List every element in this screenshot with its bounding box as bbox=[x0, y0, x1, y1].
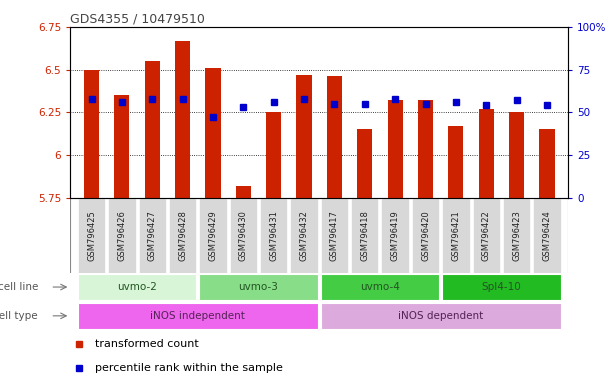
Bar bbox=[290, 198, 318, 273]
Bar bbox=[351, 198, 378, 273]
Bar bbox=[448, 126, 464, 198]
Text: GSM796421: GSM796421 bbox=[452, 210, 460, 261]
Bar bbox=[381, 198, 409, 273]
Bar bbox=[442, 274, 561, 300]
Bar bbox=[199, 274, 318, 300]
Text: GSM796417: GSM796417 bbox=[330, 210, 339, 261]
Bar bbox=[321, 274, 439, 300]
Text: GSM796422: GSM796422 bbox=[481, 210, 491, 261]
Text: iNOS independent: iNOS independent bbox=[150, 311, 245, 321]
Bar bbox=[266, 112, 281, 198]
Text: Spl4-10: Spl4-10 bbox=[481, 282, 521, 292]
Bar bbox=[78, 198, 105, 273]
Bar bbox=[78, 274, 196, 300]
Text: GSM796418: GSM796418 bbox=[360, 210, 369, 261]
Bar bbox=[230, 198, 257, 273]
Bar bbox=[260, 198, 287, 273]
Bar bbox=[418, 100, 433, 198]
Bar bbox=[78, 303, 318, 329]
Bar bbox=[114, 95, 130, 198]
Text: GSM796428: GSM796428 bbox=[178, 210, 187, 261]
Text: GSM796432: GSM796432 bbox=[299, 210, 309, 261]
Text: uvmo-3: uvmo-3 bbox=[238, 282, 279, 292]
Text: uvmo-2: uvmo-2 bbox=[117, 282, 157, 292]
Text: percentile rank within the sample: percentile rank within the sample bbox=[95, 363, 282, 373]
Bar bbox=[327, 76, 342, 198]
Text: GSM796425: GSM796425 bbox=[87, 210, 96, 261]
Bar bbox=[533, 198, 561, 273]
Bar bbox=[199, 198, 227, 273]
Text: GSM796427: GSM796427 bbox=[148, 210, 157, 261]
Text: GSM796429: GSM796429 bbox=[208, 210, 218, 261]
Bar bbox=[442, 198, 469, 273]
Text: GSM796424: GSM796424 bbox=[543, 210, 552, 261]
Text: GSM796430: GSM796430 bbox=[239, 210, 248, 261]
Bar bbox=[321, 198, 348, 273]
Bar bbox=[205, 68, 221, 198]
Bar bbox=[139, 198, 166, 273]
Text: GSM796420: GSM796420 bbox=[421, 210, 430, 261]
Text: GSM796426: GSM796426 bbox=[117, 210, 126, 261]
Text: uvmo-4: uvmo-4 bbox=[360, 282, 400, 292]
Bar bbox=[175, 41, 190, 198]
Bar bbox=[169, 198, 196, 273]
Bar bbox=[357, 129, 372, 198]
Text: iNOS dependent: iNOS dependent bbox=[398, 311, 483, 321]
Bar bbox=[472, 198, 500, 273]
Text: GSM796431: GSM796431 bbox=[269, 210, 278, 261]
Text: GSM796423: GSM796423 bbox=[512, 210, 521, 261]
Bar bbox=[503, 198, 530, 273]
Bar bbox=[387, 100, 403, 198]
Bar bbox=[296, 75, 312, 198]
Text: cell type: cell type bbox=[0, 311, 38, 321]
Bar bbox=[145, 61, 160, 198]
Text: GSM796419: GSM796419 bbox=[390, 210, 400, 261]
Bar bbox=[412, 198, 439, 273]
Bar bbox=[236, 186, 251, 198]
Text: transformed count: transformed count bbox=[95, 339, 199, 349]
Text: GDS4355 / 10479510: GDS4355 / 10479510 bbox=[70, 13, 205, 26]
Bar bbox=[84, 70, 99, 198]
Text: cell line: cell line bbox=[0, 282, 38, 292]
Bar bbox=[108, 198, 136, 273]
Bar bbox=[321, 303, 561, 329]
Bar bbox=[509, 112, 524, 198]
Bar bbox=[478, 109, 494, 198]
Bar bbox=[540, 129, 555, 198]
